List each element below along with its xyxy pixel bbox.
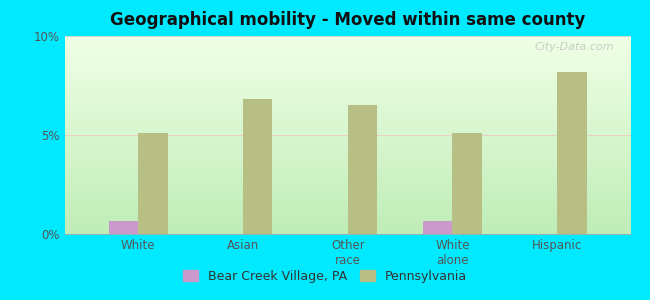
Title: Geographical mobility - Moved within same county: Geographical mobility - Moved within sam… bbox=[110, 11, 586, 29]
Bar bbox=[348, 105, 377, 234]
Bar bbox=[138, 133, 168, 234]
Text: City-Data.com: City-Data.com bbox=[534, 42, 614, 52]
Bar bbox=[109, 220, 138, 234]
Bar bbox=[243, 99, 272, 234]
Bar bbox=[423, 220, 452, 234]
Legend: Bear Creek Village, PA, Pennsylvania: Bear Creek Village, PA, Pennsylvania bbox=[178, 265, 472, 288]
Bar bbox=[557, 72, 586, 234]
Bar bbox=[452, 133, 482, 234]
